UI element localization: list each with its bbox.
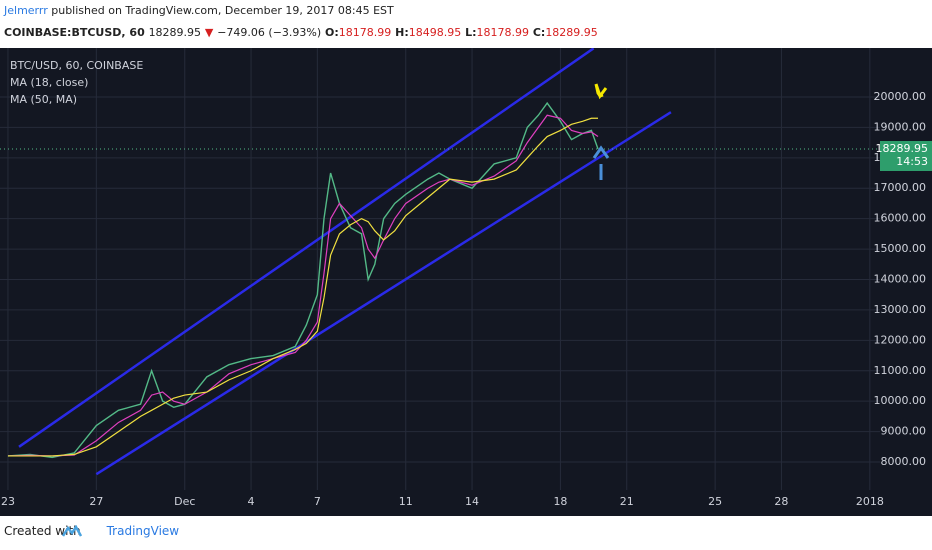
l: 18178.99 [476, 26, 529, 39]
y-tick-label: 12000.00 [874, 333, 927, 346]
o: 18178.99 [338, 26, 392, 39]
x-tick-label: 18 [553, 495, 567, 508]
series-line [7, 101, 599, 459]
y-tick-label: 11000.00 [874, 364, 927, 377]
h: 18498.95 [408, 26, 462, 39]
legend-entry: MA (50, MA) [10, 93, 77, 106]
x-tick-label: 2018 [856, 495, 884, 508]
y-tick-label: 20000.00 [874, 90, 927, 103]
series-line [7, 117, 599, 457]
x-tick-label: 21 [620, 495, 634, 508]
y-tick-label: 16000.00 [874, 212, 927, 225]
last-price: 18289.95 [876, 142, 929, 155]
price-axis-bg [880, 48, 932, 516]
c: 18289.95 [545, 26, 598, 39]
y-tick-label: 19000.00 [874, 120, 927, 133]
created: Created with [4, 524, 81, 538]
arrow: ▼ [204, 26, 214, 39]
y-tick-label: 8000.00 [881, 455, 927, 468]
last: 18289.95 [148, 26, 202, 39]
quote-line: COINBASE:BTCUSD, 60 18289.95 ▼ −749.06 (… [4, 26, 598, 39]
x-tick-label: 27 [89, 495, 103, 508]
brand[interactable]: TradingView [106, 524, 180, 538]
x-tick-label: 11 [399, 495, 413, 508]
last-price-box [880, 140, 932, 171]
y-tick-label: 17000.00 [874, 181, 927, 194]
symbol: COINBASE:BTCUSD, 60 [4, 26, 145, 39]
x-tick-label: 4 [248, 495, 255, 508]
y-tick-label: 9000.00 [881, 425, 927, 438]
x-tick-label: 23 [1, 495, 15, 508]
y-tick-label: 13000.00 [874, 303, 927, 316]
yellow-arrow [594, 83, 608, 100]
last-time: 14:53 [896, 155, 928, 168]
footer: Created with TradingView [4, 524, 179, 538]
author[interactable]: Jelmerrr [4, 4, 48, 17]
x-tick-label: 28 [774, 495, 788, 508]
legend-entry: BTC/USD, 60, COINBASE [10, 59, 143, 72]
logo [62, 525, 82, 537]
header-line: Jelmerrr published on TradingView.com, D… [4, 4, 394, 17]
x-tick-label: 25 [708, 495, 722, 508]
c-label: C: [532, 26, 546, 39]
blue-arrow [592, 145, 610, 180]
published: published on TradingView.com, December 1… [51, 4, 394, 17]
y-tick-label: 15000.00 [874, 242, 927, 255]
x-tick-label: 14 [465, 495, 479, 508]
x-tick-label: Dec [174, 495, 195, 508]
time-axis-bg [0, 490, 880, 516]
l-label: L: [465, 26, 477, 39]
chart: 8000.00 9000.00 10000.00 11000.00 12000.00 13… [0, 48, 932, 516]
legend-entry: MA (18, close) [10, 76, 88, 89]
plot-bg [0, 48, 880, 490]
o-label: O: [325, 26, 339, 39]
trend-line [95, 111, 672, 476]
y-tick-label: 14000.00 [874, 272, 927, 285]
h-label: H: [395, 26, 409, 39]
series-line [7, 114, 599, 457]
y-tick-label: 10000.00 [874, 394, 927, 407]
x-tick-label: 7 [314, 495, 321, 508]
trend-line [18, 48, 595, 448]
change: −749.06 (−3.93%) [217, 26, 322, 39]
